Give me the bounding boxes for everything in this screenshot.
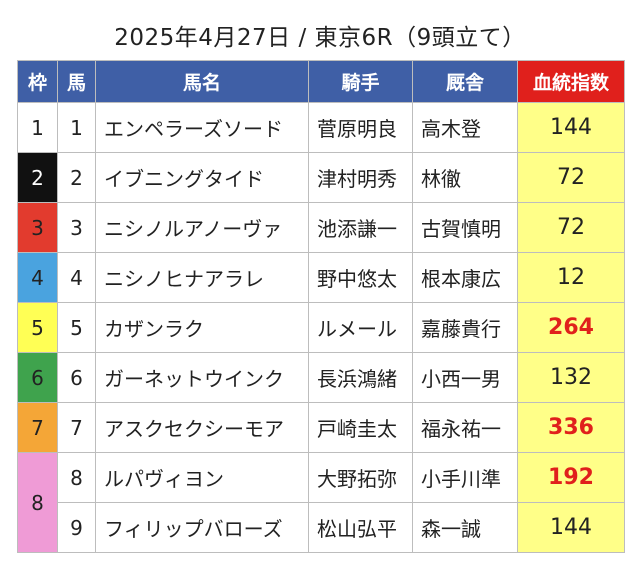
page-title: 2025年4月27日 / 東京6R（9頭立て）: [114, 25, 526, 51]
stable-cell: 古賀慎明: [412, 202, 518, 253]
header-jockey: 騎手: [308, 60, 413, 103]
jockey-cell: ルメール: [308, 302, 413, 353]
header-index: 血統指数: [517, 60, 625, 103]
horse-number-cell: 1: [57, 102, 96, 153]
table-row: 8 8 ルパヴィヨン 大野拓弥 小手川準 192: [17, 452, 625, 553]
jockey-cell: 松山弘平: [308, 502, 413, 553]
jockey-cell: 池添謙一: [308, 202, 413, 253]
header-row: 枠 馬 馬名 騎手 厩舎 血統指数: [17, 60, 625, 103]
waku-cell: 7: [17, 402, 58, 453]
jockey-cell: 戸崎圭太: [308, 402, 413, 453]
horse-number-cell: 3: [57, 202, 96, 253]
table-row: 5 5 カザンラク ルメール 嘉藤貴行 264: [17, 302, 625, 353]
horse-name-cell: ニシノヒナアラレ: [95, 252, 309, 303]
table-row: 3 3 ニシノルアノーヴァ 池添謙一 古賀慎明 72: [17, 202, 625, 253]
jockey-cell: 菅原明良: [308, 102, 413, 153]
horse-name-cell: エンペラーズソード: [95, 102, 309, 153]
race-table: 枠 馬 馬名 騎手 厩舎 血統指数 1 1 エンペラーズソード 菅原明良 高木登 144 2…: [17, 60, 625, 553]
horse-name-cell: アスクセクシーモア: [95, 402, 309, 453]
table-row: 9 フィリップバローズ 松山弘平 森一誠 144: [18, 502, 625, 553]
table-row: 7 7 アスクセクシーモア 戸崎圭太 福永祐一 336: [17, 402, 625, 453]
waku-cell: 2: [17, 152, 58, 203]
header-stable: 厩舎: [412, 60, 518, 103]
horse-name-cell: ガーネットウインク: [95, 352, 309, 403]
stable-cell: 森一誠: [412, 502, 518, 553]
bloodline-index-cell: 336: [517, 402, 625, 453]
stable-cell: 林徹: [412, 152, 518, 203]
table-row: 1 1 エンペラーズソード 菅原明良 高木登 144: [17, 102, 625, 153]
stable-cell: 小西一男: [412, 352, 518, 403]
stable-cell: 根本康広: [412, 252, 518, 303]
horse-number-cell: 7: [57, 402, 96, 453]
stable-cell: 小手川準: [412, 452, 518, 503]
horse-name-cell: イブニングタイド: [95, 152, 309, 203]
stable-cell: 福永祐一: [412, 402, 518, 453]
bloodline-index-cell: 132: [517, 352, 625, 403]
table-row: 6 6 ガーネットウインク 長浜鴻緒 小西一男 132: [17, 352, 625, 403]
horse-name-cell: ニシノルアノーヴァ: [95, 202, 309, 253]
horse-name-cell: ルパヴィヨン: [95, 452, 309, 503]
header-name: 馬名: [95, 60, 309, 103]
horse-number-cell: 2: [57, 152, 96, 203]
bloodline-index-cell: 192: [517, 452, 625, 503]
stable-cell: 嘉藤貴行: [412, 302, 518, 353]
waku-cell: 8: [17, 452, 58, 553]
horse-number-cell: 6: [57, 352, 96, 403]
header-waku: 枠: [17, 60, 58, 103]
table-row: 2 2 イブニングタイド 津村明秀 林徹 72: [17, 152, 625, 203]
jockey-cell: 大野拓弥: [308, 452, 413, 503]
bloodline-index-cell: 72: [517, 202, 625, 253]
horse-number-cell: 4: [57, 252, 96, 303]
waku-cell: 6: [17, 352, 58, 403]
header-uma: 馬: [57, 60, 96, 103]
bloodline-index-cell: 144: [517, 502, 625, 553]
jockey-cell: 津村明秀: [308, 152, 413, 203]
waku-cell: 4: [17, 252, 58, 303]
waku-cell: 5: [17, 302, 58, 353]
horse-number-cell: 5: [57, 302, 96, 353]
horse-number-cell: 9: [57, 502, 96, 553]
bloodline-index-cell: 12: [517, 252, 625, 303]
bloodline-index-cell: 72: [517, 152, 625, 203]
jockey-cell: 野中悠太: [308, 252, 413, 303]
waku-cell: 3: [17, 202, 58, 253]
waku-cell: 1: [17, 102, 58, 153]
horse-name-cell: カザンラク: [95, 302, 309, 353]
jockey-cell: 長浜鴻緒: [308, 352, 413, 403]
horse-name-cell: フィリップバローズ: [95, 502, 309, 553]
stable-cell: 高木登: [412, 102, 518, 153]
table-row: 4 4 ニシノヒナアラレ 野中悠太 根本康広 12: [17, 252, 625, 303]
bloodline-index-cell: 144: [517, 102, 625, 153]
bloodline-index-cell: 264: [517, 302, 625, 353]
table-body: 1 1 エンペラーズソード 菅原明良 高木登 144 2 2 イブニングタイド 津村明秀 林徹 72 3…: [17, 102, 625, 553]
horse-number-cell: 8: [57, 452, 96, 503]
